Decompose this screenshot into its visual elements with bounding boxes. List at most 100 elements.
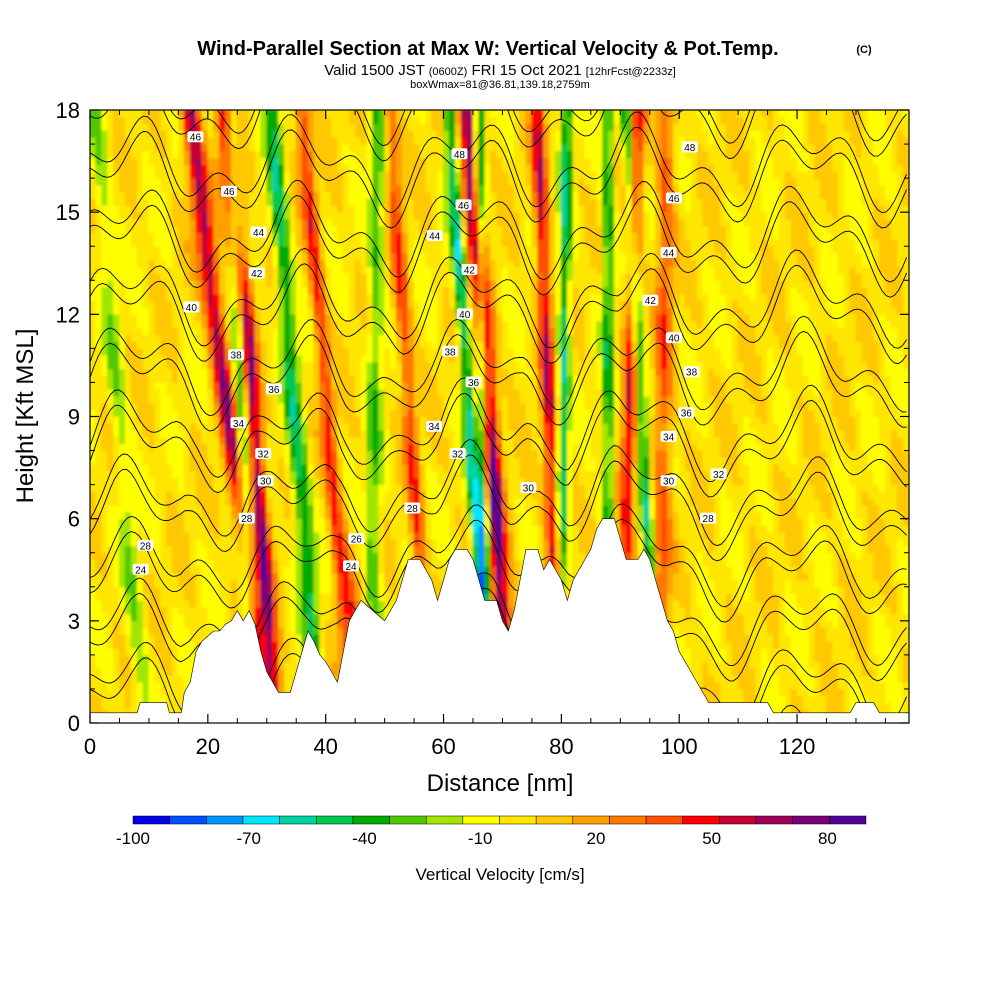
velocity-cell xyxy=(832,341,839,417)
velocity-cell xyxy=(195,279,203,302)
velocity-cell xyxy=(225,368,232,377)
velocity-cell xyxy=(867,668,875,676)
velocity-cell xyxy=(672,334,680,424)
velocity-cell xyxy=(731,484,739,513)
velocity-cell xyxy=(513,110,521,213)
velocity-cell xyxy=(731,579,739,608)
velocity-cell xyxy=(549,450,556,506)
velocity-cell xyxy=(879,613,886,683)
velocity-cell xyxy=(307,463,315,479)
velocity-cell xyxy=(342,504,350,520)
isentrope-label-bg xyxy=(187,131,204,143)
colorbar-tick-label: -100 xyxy=(116,829,150,848)
velocity-cell xyxy=(466,211,474,233)
velocity-cell xyxy=(731,198,739,261)
velocity-cell xyxy=(319,518,327,594)
velocity-cell xyxy=(166,491,173,547)
velocity-cell xyxy=(637,184,645,254)
velocity-cell xyxy=(590,293,598,349)
velocity-cell xyxy=(325,218,332,268)
velocity-cell xyxy=(242,327,250,349)
velocity-cell xyxy=(254,531,262,554)
isentrope-label-text: 46 xyxy=(458,201,470,212)
velocity-cell xyxy=(502,531,509,594)
velocity-cell xyxy=(773,259,780,336)
velocity-cell xyxy=(613,368,621,411)
velocity-cell xyxy=(832,661,839,723)
velocity-cell xyxy=(195,232,203,254)
velocity-cell xyxy=(372,307,380,363)
velocity-cell xyxy=(737,613,745,690)
isentrope-label-text: 24 xyxy=(135,565,147,576)
velocity-cell xyxy=(437,232,444,397)
velocity-cell xyxy=(490,279,497,308)
velocity-cell xyxy=(502,170,509,247)
velocity-cell xyxy=(855,177,863,254)
velocity-cell xyxy=(148,450,156,479)
velocity-cell xyxy=(708,239,715,268)
velocity-cell xyxy=(337,110,344,172)
velocity-cell xyxy=(490,429,497,445)
velocity-cell xyxy=(902,613,909,649)
velocity-cell xyxy=(90,300,97,411)
isentrope-label-bg xyxy=(461,264,478,276)
velocity-cell xyxy=(460,136,468,159)
velocity-cell xyxy=(513,211,521,268)
velocity-cell xyxy=(460,477,468,499)
velocity-cell xyxy=(319,593,327,649)
velocity-cell xyxy=(272,572,279,601)
velocity-cell xyxy=(260,463,268,486)
velocity-cell xyxy=(213,307,221,329)
velocity-cell xyxy=(342,422,350,451)
velocity-cell xyxy=(425,239,433,268)
velocity-cell xyxy=(160,606,167,669)
velocity-cell xyxy=(236,320,244,336)
velocity-cell xyxy=(885,293,892,322)
velocity-cell xyxy=(820,450,827,513)
velocity-cell xyxy=(213,341,221,370)
velocity-cell xyxy=(566,150,574,240)
velocity-cell xyxy=(130,429,138,547)
velocity-cell xyxy=(637,422,645,431)
velocity-cell xyxy=(655,286,662,315)
velocity-cell xyxy=(720,225,727,261)
velocity-cell xyxy=(672,211,680,268)
velocity-cell xyxy=(625,327,633,342)
velocity-cell xyxy=(107,402,114,424)
velocity-cell xyxy=(720,647,727,663)
velocity-cell xyxy=(278,579,285,629)
velocity-cell xyxy=(284,170,291,193)
velocity-cell xyxy=(843,538,851,560)
velocity-cell xyxy=(101,402,109,451)
velocity-cell xyxy=(902,647,909,683)
velocity-cell xyxy=(407,307,415,349)
velocity-cell xyxy=(507,504,515,533)
velocity-cell xyxy=(531,130,539,145)
velocity-cell xyxy=(183,368,191,533)
velocity-cell xyxy=(708,674,715,723)
velocity-cell xyxy=(879,184,886,206)
velocity-cell xyxy=(555,110,562,131)
velocity-cell xyxy=(136,450,144,526)
velocity-cell xyxy=(743,225,751,295)
velocity-cell xyxy=(725,191,733,220)
velocity-cell xyxy=(720,293,727,363)
velocity-cell xyxy=(189,218,197,281)
velocity-cell xyxy=(625,368,633,411)
velocity-cell xyxy=(584,110,592,159)
velocity-cell xyxy=(284,518,291,567)
velocity-cell xyxy=(454,470,462,506)
velocity-cell xyxy=(849,110,857,145)
velocity-cell xyxy=(219,402,226,417)
velocity-cell xyxy=(690,259,698,322)
velocity-cell xyxy=(649,239,657,268)
velocity-cell xyxy=(472,545,480,567)
isentrope-label-bg xyxy=(710,468,727,480)
velocity-cell xyxy=(507,184,515,261)
velocity-cell xyxy=(266,572,274,594)
velocity-cell xyxy=(460,450,468,479)
velocity-cell xyxy=(790,688,798,723)
velocity-cell xyxy=(814,177,822,220)
velocity-cell xyxy=(837,110,845,274)
velocity-cell xyxy=(466,511,474,526)
